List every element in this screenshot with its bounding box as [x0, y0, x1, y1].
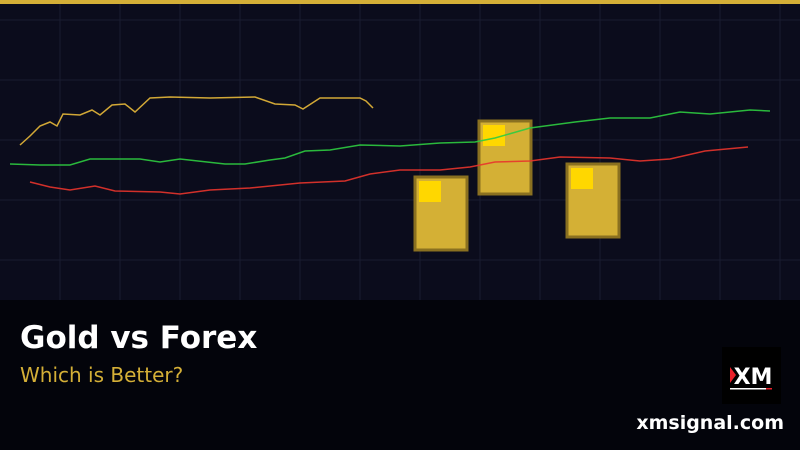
- gold-bar-highlight: [483, 125, 505, 146]
- green-price-line: [9, 109, 771, 166]
- page-subtitle: Which is Better?: [20, 363, 184, 387]
- xm-logo: XM: [722, 347, 781, 404]
- caption-panel: [0, 300, 800, 450]
- red-price-line: [29, 146, 749, 195]
- gold-bar-highlight: [419, 181, 441, 202]
- website-label: xmsignal.com: [636, 412, 784, 434]
- decorative-chart: [0, 4, 800, 300]
- gold-bar-highlight: [571, 168, 593, 189]
- gold-price-line: [19, 96, 374, 146]
- svg-text:XM: XM: [734, 365, 773, 390]
- top-accent-bar: [0, 0, 800, 4]
- page-title: Gold vs Forex: [20, 320, 258, 356]
